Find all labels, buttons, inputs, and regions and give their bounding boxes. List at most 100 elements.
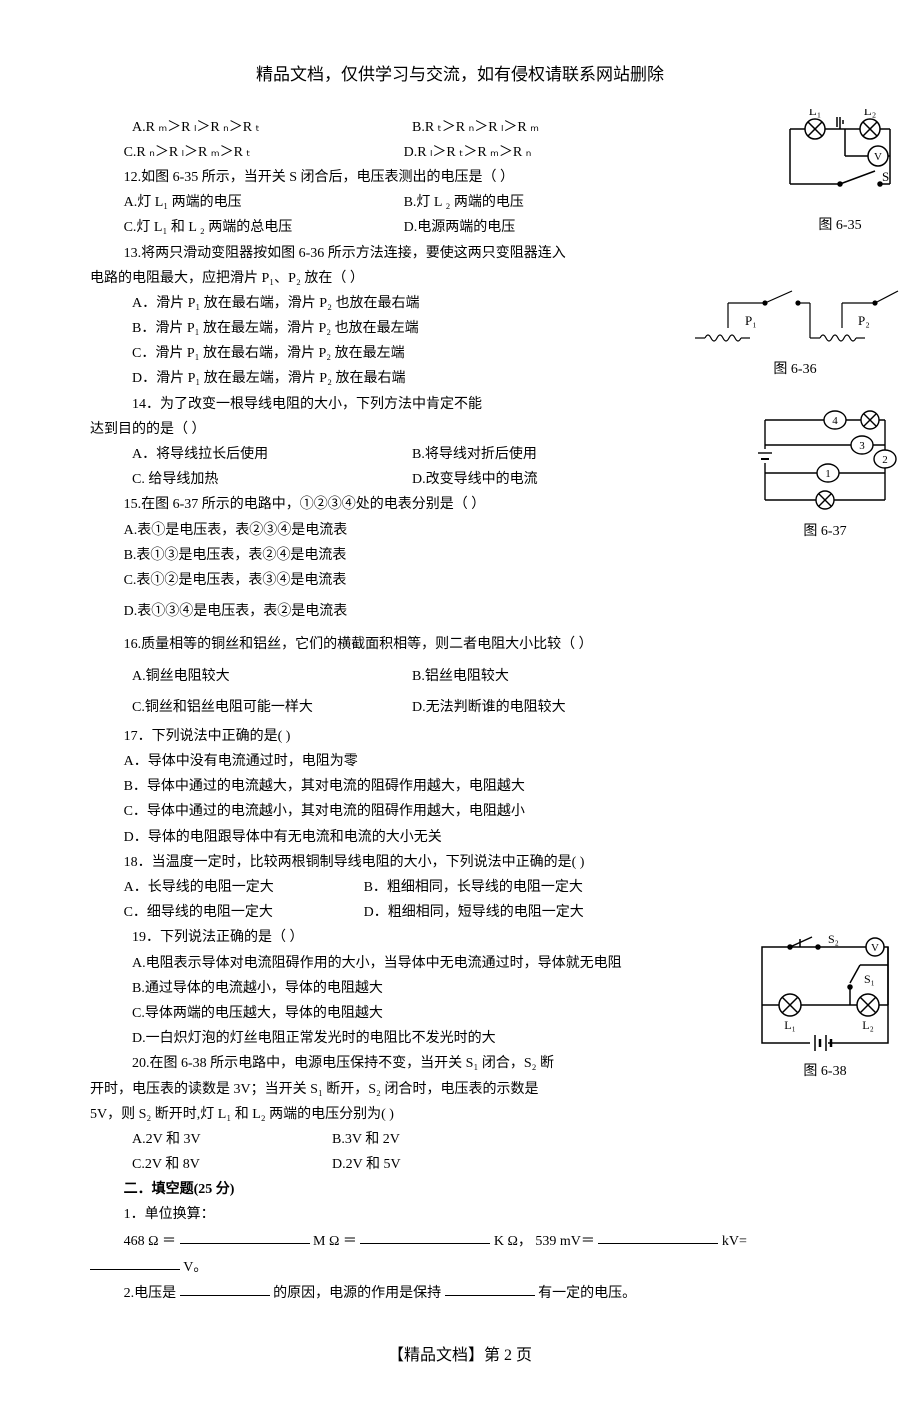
q17-opt-b: B．导体中通过的电流越大，其对电流的阻碍作用越大，电阻越大 [90, 774, 830, 799]
q12-row1: A.灯 L₁ 两端的电压 B.灯 L ₂ 两端的电压 [90, 190, 830, 215]
q18-opt-b: B．粗细相同，长导线的电阻一定大 [364, 875, 583, 900]
q19-stem: 19．下列说法正确的是（ ） [90, 925, 830, 950]
q20-opt-b: B.3V 和 2V [332, 1127, 400, 1152]
svg-text:L₁: L₁ [809, 109, 821, 118]
fill-q1-a: 468 Ω ＝ [124, 1233, 176, 1248]
q20-opt-a: A.2V 和 3V [132, 1127, 332, 1152]
q16-stem: 16.质量相等的铜丝和铝丝，它们的横截面积相等，则二者电阻大小比较（ ） [90, 632, 830, 657]
q20-opt-d: D.2V 和 5V [332, 1152, 401, 1177]
blank-5[interactable] [180, 1280, 270, 1297]
q17-opt-a: A．导体中没有电流通过时，电阻为零 [90, 749, 830, 774]
fill-section-title: 二．填空题(25 分) [90, 1177, 830, 1202]
circuit-6-36: P₁ P₂ [690, 283, 900, 353]
fill-q2-c: 有一定的电压。 [538, 1285, 636, 1300]
q19-opt-d: D.一白炽灯泡的灯丝电阻正常发光时的电阻比不发光时的大 [90, 1026, 830, 1051]
q15-opt-c: C.表①②是电压表，表③④是电流表 [90, 568, 830, 593]
fill-q1-b: M Ω ＝ [313, 1233, 357, 1248]
svg-text:L₂: L₂ [864, 109, 876, 118]
q12-opt-a: A.灯 L₁ 两端的电压 [124, 190, 404, 215]
q19-opt-c: C.导体两端的电压越大，导体的电阻越大 [90, 1001, 830, 1026]
q14-stem2: 达到目的的是（ ） [90, 417, 830, 442]
q20-stem2: 开时，电压表的读数是 3V；当开关 S₁ 断开，S₂ 闭合时，电压表的示数是 [90, 1077, 830, 1102]
q20-stem3: 5V，则 S₂ 断开时,灯 L₁ 和 L₂ 两端的电压分别为( ) [90, 1102, 830, 1127]
q20-stem1: 20.在图 6-38 所示电路中，电源电压保持不变，当开关 S₁ 闭合，S₂ 断 [90, 1051, 830, 1076]
page-footer: 【精品文档】第 2 页 [90, 1342, 830, 1371]
blank-6[interactable] [445, 1280, 535, 1297]
q11-opt-a: A.R ₘ＞R ₗ＞R ₙ＞R ₜ [132, 115, 412, 140]
q17-opt-c: C．导体中通过的电流越小，其对电流的阻碍作用越大，电阻越小 [90, 799, 830, 824]
q20-row1: A.2V 和 3V B.3V 和 2V [90, 1127, 830, 1152]
fill-q1-line2: V。 [90, 1254, 830, 1280]
q14-opt-b: B.将导线对折后使用 [412, 442, 537, 467]
q12-opt-d: D.电源两端的电压 [404, 215, 516, 240]
q14-row2: C. 给导线加热 D.改变导线中的电流 [90, 467, 830, 492]
q12-stem: 12.如图 6-35 所示，当开关 S 闭合后，电压表测出的电压是（ ） [90, 165, 830, 190]
q11-options-row2: C.R ₙ＞R ₗ＞R ₘ＞R ₜ D.R ₗ＞R ₜ＞R ₘ＞R ₙ [90, 140, 830, 165]
q17-stem: 17．下列说法中正确的是( ) [90, 724, 830, 749]
q14-row1: A．将导线拉长后使用 B.将导线对折后使用 [90, 442, 830, 467]
q19-opt-b: B.通过导体的电流越小，导体的电阻越大 [90, 976, 830, 1001]
svg-text:3: 3 [859, 440, 865, 452]
q16-row1: A.铜丝电阻较大 B.铝丝电阻较大 [90, 664, 830, 689]
q20-opt-c: C.2V 和 8V [132, 1152, 332, 1177]
svg-text:2: 2 [882, 454, 888, 466]
q11-opt-d: D.R ₗ＞R ₜ＞R ₘ＞R ₙ [404, 140, 532, 165]
fill-q1-e: V。 [183, 1259, 207, 1274]
q14-stem1: 14．为了改变一根导线电阻的大小，下列方法中肯定不能 [90, 392, 830, 417]
svg-text:1: 1 [825, 468, 831, 480]
q14-opt-c: C. 给导线加热 [132, 467, 412, 492]
figure-6-38: S₂ V S₁ L₁ L₂ 图 6-38 [750, 935, 900, 1084]
q16-opt-a: A.铜丝电阻较大 [132, 664, 412, 689]
svg-text:S: S [882, 169, 889, 184]
q11-options-row1: A.R ₘ＞R ₗ＞R ₙ＞R ₜ B.R ₜ＞R ₙ＞R ₗ＞R ₘ [90, 115, 830, 140]
q16-opt-c: C.铜丝和铝丝电阻可能一样大 [132, 695, 412, 720]
figure-6-35: L₁ L₂ V S 图 6-35 [780, 109, 900, 238]
q15-stem: 15.在图 6-37 所示的电路中，①②③④处的电表分别是（ ） [90, 492, 830, 517]
q15-opt-d: D.表①③④是电压表，表②是电流表 [90, 599, 830, 624]
q11-opt-c: C.R ₙ＞R ₗ＞R ₘ＞R ₜ [124, 140, 404, 165]
q20-row2: C.2V 和 8V D.2V 和 5V [90, 1152, 830, 1177]
fill-q1-stem: 1．单位换算： [90, 1202, 830, 1227]
figure-6-36: P₁ P₂ 图 6-36 [690, 283, 900, 382]
blank-1[interactable] [180, 1228, 310, 1245]
q14-opt-a: A．将导线拉长后使用 [132, 442, 412, 467]
fill-q1-line: 468 Ω ＝ M Ω ＝ K Ω， 539 mV＝ kV= [90, 1228, 830, 1254]
fill-q1-c: K Ω， 539 mV＝ [494, 1233, 595, 1248]
blank-4[interactable] [90, 1254, 180, 1271]
svg-text:L₁: L₁ [784, 1018, 796, 1032]
blank-3[interactable] [598, 1228, 718, 1245]
blank-2[interactable] [360, 1228, 490, 1245]
q17-opt-d: D．导体的电阻跟导体中有无电流和电流的大小无关 [90, 825, 830, 850]
figure-6-38-caption: 图 6-38 [750, 1059, 900, 1084]
q16-opt-d: D.无法判断谁的电阻较大 [412, 695, 566, 720]
figure-6-37: 4 3 2 1 图 6-37 [750, 405, 900, 544]
fill-q2-b: 的原因，电源的作用是保持 [273, 1285, 441, 1300]
q18-stem: 18．当温度一定时，比较两根铜制导线电阻的大小，下列说法中正确的是( ) [90, 850, 830, 875]
q18-opt-a: A．长导线的电阻一定大 [124, 875, 364, 900]
q18-opt-d: D．粗细相同，短导线的电阻一定大 [364, 900, 584, 925]
q11-opt-b: B.R ₜ＞R ₙ＞R ₗ＞R ₘ [412, 115, 539, 140]
figure-6-35-caption: 图 6-35 [780, 213, 900, 238]
figure-6-37-caption: 图 6-37 [750, 519, 900, 544]
svg-text:S₁: S₁ [864, 972, 875, 986]
svg-text:S₂: S₂ [828, 935, 839, 946]
q15-opt-a: A.表①是电压表，表②③④是电流表 [90, 518, 830, 543]
circuit-6-38: S₂ V S₁ L₁ L₂ [750, 935, 900, 1055]
svg-text:V: V [871, 942, 879, 954]
fill-q2-a: 2.电压是 [124, 1285, 177, 1300]
svg-text:P₂: P₂ [858, 313, 870, 328]
q19-opt-a: A.电阻表示导体对电流阻碍作用的大小，当导体中无电流通过时，导体就无电阻 [90, 951, 830, 976]
svg-text:4: 4 [832, 415, 838, 427]
q14-opt-d: D.改变导线中的电流 [412, 467, 538, 492]
q12-opt-c: C.灯 L₁ 和 L ₂ 两端的总电压 [124, 215, 404, 240]
q12-row2: C.灯 L₁ 和 L ₂ 两端的总电压 D.电源两端的电压 [90, 215, 830, 240]
q16-row2: C.铜丝和铝丝电阻可能一样大 D.无法判断谁的电阻较大 [90, 695, 830, 720]
q13-stem1: 13.将两只滑动变阻器按如图 6-36 所示方法连接，要使这两只变阻器连入 [90, 241, 830, 266]
q18-row1: A．长导线的电阻一定大 B．粗细相同，长导线的电阻一定大 [90, 875, 830, 900]
q18-row2: C．细导线的电阻一定大 D．粗细相同，短导线的电阻一定大 [90, 900, 830, 925]
fill-q1-d: kV= [722, 1233, 747, 1248]
figure-6-36-caption: 图 6-36 [690, 357, 900, 382]
page-header: 精品文档，仅供学习与交流，如有侵权请联系网站删除 [90, 60, 830, 91]
q15-opt-b: B.表①③是电压表，表②④是电流表 [90, 543, 830, 568]
circuit-6-35: L₁ L₂ V S [780, 109, 900, 209]
